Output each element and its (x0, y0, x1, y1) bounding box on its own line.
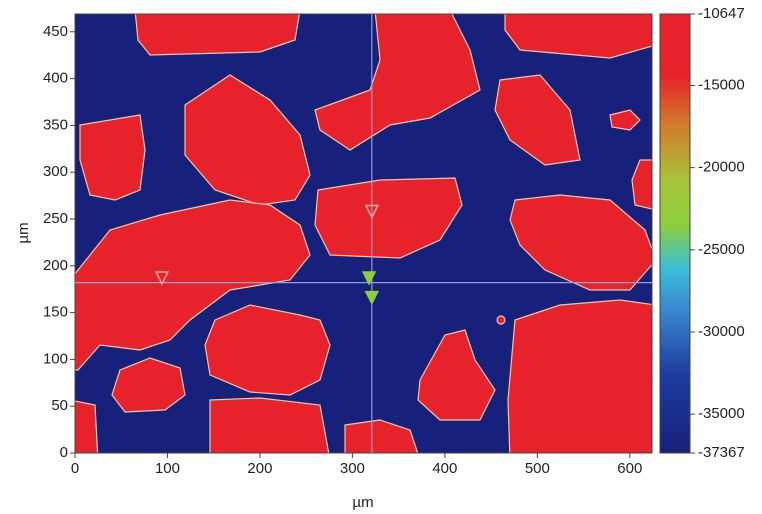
x-tick-label: 0 (71, 460, 79, 477)
grain (497, 316, 505, 324)
grain (508, 300, 656, 460)
y-tick-label: 50 (51, 397, 68, 414)
x-tick-label: 500 (525, 460, 550, 477)
colorbar-tick-label: -10647 (698, 5, 745, 22)
grain (80, 115, 145, 200)
colorbar-tick-label: -30000 (698, 323, 745, 340)
chart: µm µm 0 100 200 300 400 500 600 0 50 100 150 200 250… (0, 0, 762, 514)
y-tick-label: 450 (43, 23, 68, 40)
colorbar (660, 14, 690, 453)
x-axis-label: µm (352, 494, 373, 511)
colorbar-tick-label: -37367 (698, 444, 745, 461)
y-tick-label: 250 (43, 210, 68, 227)
x-tick-label: 600 (617, 460, 642, 477)
colorbar-tick-label: -35000 (698, 405, 745, 422)
y-tick-label: 100 (43, 350, 68, 367)
x-tick-label: 300 (340, 460, 365, 477)
y-axis-label: µm (15, 222, 32, 243)
colorbar-tick-label: -15000 (698, 76, 745, 93)
x-tick-label: 100 (155, 460, 180, 477)
grain (70, 400, 98, 460)
y-tick-label: 300 (43, 163, 68, 180)
y-tick-label: 400 (43, 70, 68, 87)
x-tick-label: 400 (432, 460, 457, 477)
y-tick-label: 200 (43, 257, 68, 274)
y-tick-label: 150 (43, 304, 68, 321)
colorbar-tick-label: -25000 (698, 241, 745, 258)
y-tick-label: 350 (43, 116, 68, 133)
x-tick-label: 200 (247, 460, 272, 477)
colorbar-tick-label: -20000 (698, 159, 745, 176)
grain (210, 398, 330, 460)
grain (505, 10, 656, 58)
y-tick-label: 0 (60, 444, 68, 461)
